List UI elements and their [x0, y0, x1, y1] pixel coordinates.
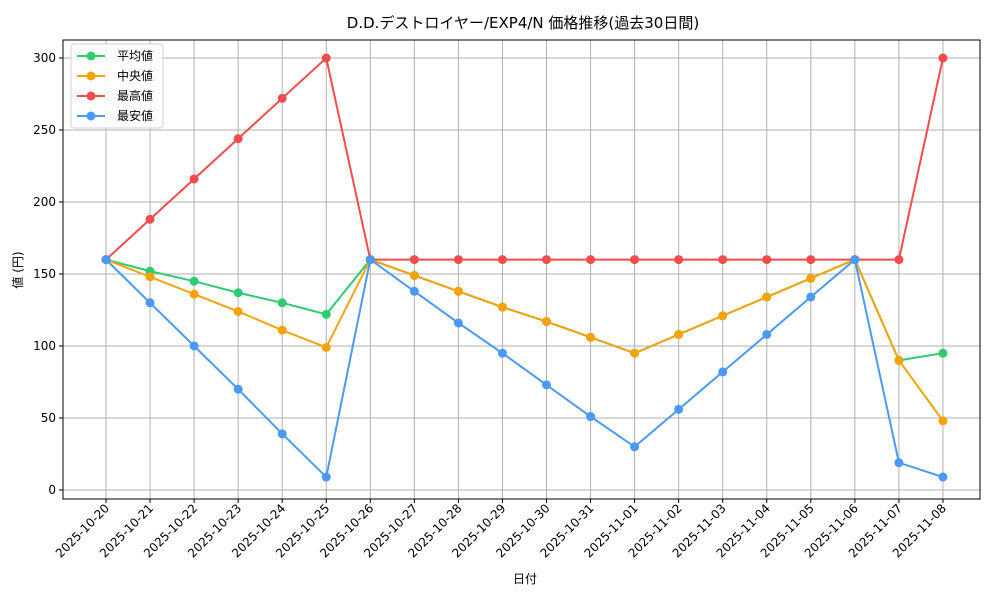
grid-lines: [63, 40, 980, 499]
data-series: [101, 53, 948, 482]
legend-marker-icon: [86, 91, 96, 101]
series-line: [101, 255, 948, 482]
y-axis-ticks: 0 50 100 150 200 250 300: [33, 51, 63, 497]
data-point: [938, 348, 948, 358]
data-point: [145, 298, 155, 308]
series-line: [101, 255, 948, 426]
legend-label: 中央値: [117, 68, 153, 83]
data-point: [189, 341, 199, 351]
legend-marker-icon: [86, 71, 96, 81]
data-point: [718, 255, 728, 265]
data-point: [321, 309, 331, 319]
data-point: [453, 318, 463, 328]
data-point: [674, 329, 684, 339]
data-point: [938, 416, 948, 426]
legend-label: 最高値: [117, 88, 153, 103]
data-point: [894, 355, 904, 365]
data-point: [233, 306, 243, 316]
data-point: [277, 325, 287, 335]
y-tick-label: 0: [48, 483, 56, 497]
y-tick-label: 150: [33, 267, 56, 281]
data-point: [586, 255, 596, 265]
data-point: [718, 367, 728, 377]
data-point: [497, 255, 507, 265]
plot-frame: [62, 39, 981, 500]
data-point: [321, 342, 331, 352]
data-point: [630, 348, 640, 358]
data-point: [806, 273, 816, 283]
legend-marker-icon: [86, 111, 96, 121]
data-point: [497, 302, 507, 312]
data-point: [145, 214, 155, 224]
series-line: [101, 53, 948, 265]
data-point: [762, 292, 772, 302]
data-point: [189, 276, 199, 286]
y-tick-label: 50: [41, 411, 56, 425]
data-point: [762, 255, 772, 265]
data-point: [409, 270, 419, 280]
chart-title: D.D.デストロイヤー/EXP4/N 価格推移(過去30日間): [347, 14, 699, 32]
data-point: [409, 255, 419, 265]
legend-label: 平均値: [117, 48, 153, 63]
data-point: [233, 384, 243, 394]
data-point: [718, 311, 728, 321]
data-point: [806, 255, 816, 265]
data-point: [938, 53, 948, 63]
data-point: [233, 134, 243, 144]
data-point: [586, 412, 596, 422]
data-point: [850, 255, 860, 265]
y-axis-label: 値 (円): [10, 251, 25, 288]
y-tick-label: 250: [33, 123, 56, 137]
data-point: [542, 255, 551, 265]
data-point: [542, 317, 551, 327]
data-point: [674, 255, 684, 265]
data-point: [189, 174, 199, 184]
data-point: [365, 255, 375, 265]
data-point: [277, 298, 287, 308]
x-axis-label: 日付: [513, 572, 537, 586]
x-axis-ticks: 2025-10-202025-10-212025-10-222025-10-23…: [53, 499, 949, 560]
data-point: [630, 255, 640, 265]
data-point: [101, 255, 111, 265]
data-point: [409, 286, 419, 296]
data-point: [894, 255, 904, 265]
data-point: [277, 93, 287, 103]
data-point: [321, 472, 331, 482]
data-point: [277, 429, 287, 439]
data-point: [894, 458, 904, 468]
data-point: [233, 288, 243, 298]
y-tick-label: 100: [33, 339, 56, 353]
data-point: [542, 380, 551, 390]
data-point: [453, 255, 463, 265]
data-point: [453, 286, 463, 296]
legend-marker-icon: [86, 51, 96, 61]
y-tick-label: 300: [33, 51, 56, 65]
data-point: [762, 329, 772, 339]
data-point: [497, 348, 507, 358]
data-point: [189, 289, 199, 299]
y-tick-label: 200: [33, 195, 56, 209]
data-point: [806, 292, 816, 302]
legend-label: 最安値: [117, 108, 153, 123]
data-point: [938, 472, 948, 482]
data-point: [145, 272, 155, 282]
data-point: [630, 442, 640, 452]
data-point: [321, 53, 331, 63]
series-line: [101, 255, 948, 365]
data-point: [586, 332, 596, 342]
data-point: [674, 404, 684, 414]
